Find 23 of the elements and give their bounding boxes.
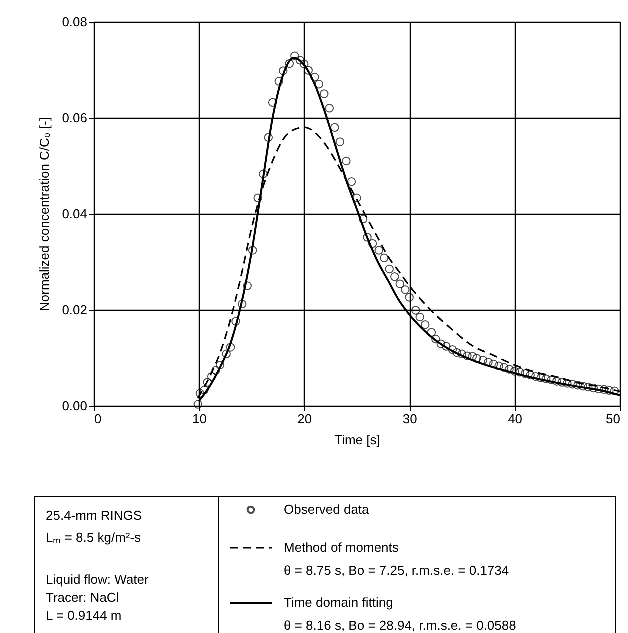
x-tick-label: 30 xyxy=(402,412,418,426)
text: θ = 8.16 s, Bo = 28.94, r.m.s.e. = 0.0588 xyxy=(284,618,516,633)
legend-label: Time domain fitting xyxy=(284,595,394,610)
legend-label: Method of moments xyxy=(284,540,400,555)
x-tick-label: 20 xyxy=(298,412,312,426)
text: Tracer: NaCl xyxy=(46,590,120,605)
text: 25.4-mm RINGS xyxy=(46,508,142,523)
y-tick-label: 0.04 xyxy=(62,206,88,222)
x-axis-title: Time [s] xyxy=(334,432,380,448)
y-tick-label: 0.06 xyxy=(62,110,88,126)
text: Liquid flow: Water xyxy=(46,572,150,587)
x-tick-label: 0 xyxy=(94,412,102,426)
y-axis-title: Normalized concentration C/C₀ [-] xyxy=(37,118,52,312)
text: Lₘ = 8.5 kg/m²-s xyxy=(46,530,142,545)
text: L = 0.9144 m xyxy=(46,608,122,623)
text: θ = 8.75 s, Bo = 7.25, r.m.s.e. = 0.1734 xyxy=(284,563,510,578)
y-tick-label: 0.08 xyxy=(62,14,88,30)
x-tick-label: 10 xyxy=(192,412,207,426)
x-tick-label: 40 xyxy=(508,412,523,426)
legend-label: Observed data xyxy=(284,502,370,517)
y-tick-label: 0.00 xyxy=(62,398,88,414)
y-tick-label: 0.02 xyxy=(62,302,88,318)
x-tick-label: 50 xyxy=(606,412,620,426)
